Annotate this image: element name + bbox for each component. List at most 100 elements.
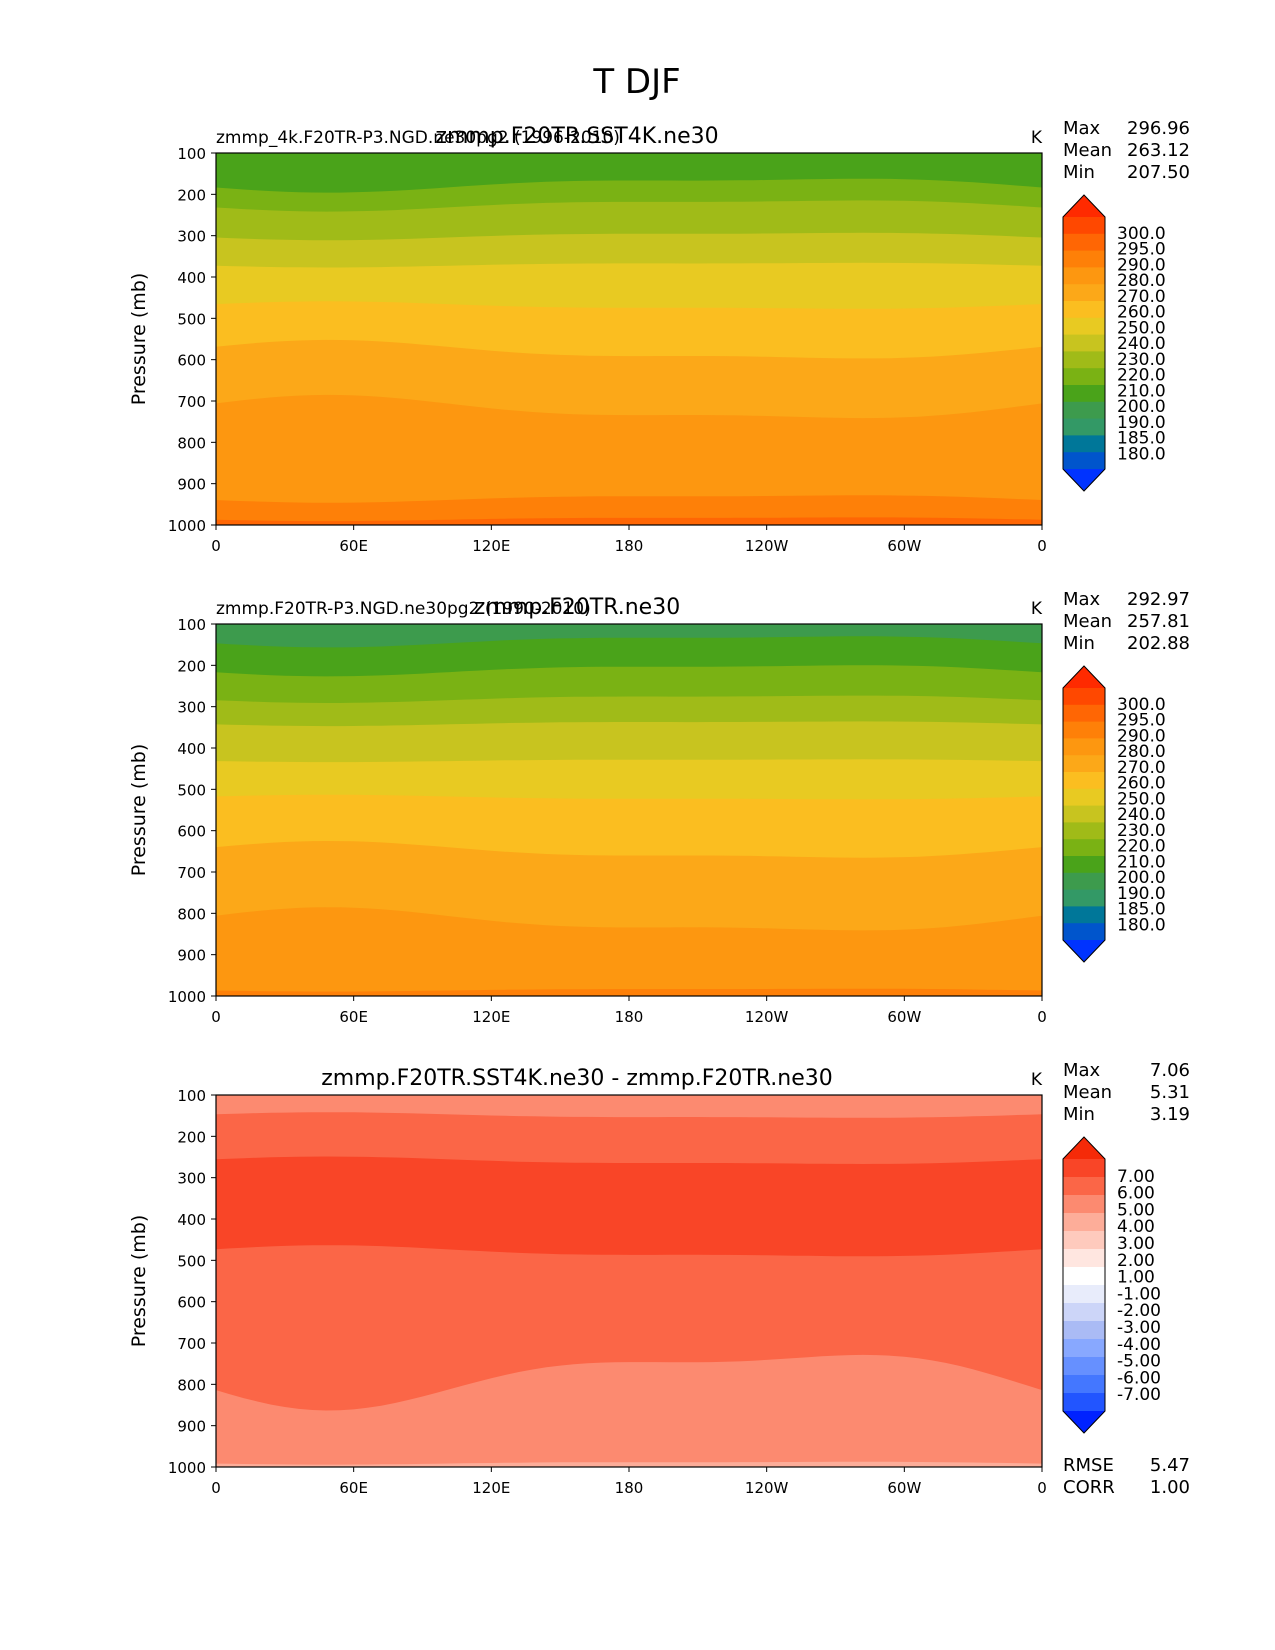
contour-band bbox=[216, 394, 1042, 525]
contour-field bbox=[216, 624, 1042, 996]
colorbar-label: -3.00 bbox=[1117, 1318, 1161, 1338]
colorbar: 7.006.005.004.003.002.001.00-1.00-2.00-3… bbox=[1062, 1136, 1161, 1434]
colorbar-label: 300.0 bbox=[1117, 224, 1166, 244]
y-tick-label: 500 bbox=[177, 781, 206, 799]
stat-value: 7.06 bbox=[1150, 1060, 1190, 1081]
colorbar-segment bbox=[1063, 1393, 1105, 1412]
y-tick-label: 200 bbox=[177, 657, 206, 675]
panel-reference: zmmp.F20TR.ne30zmmp.F20TR-P3.NGD.ne30pg2… bbox=[128, 589, 1190, 1026]
colorbar-label: 240.0 bbox=[1117, 805, 1166, 825]
y-tick-label: 900 bbox=[177, 947, 206, 965]
x-tick-label: 60E bbox=[339, 537, 368, 555]
colorbar-outline bbox=[1062, 194, 1106, 492]
y-tick-label: 600 bbox=[177, 823, 206, 841]
colorbar-label: 210.0 bbox=[1117, 852, 1166, 872]
stat-value: 292.97 bbox=[1127, 589, 1190, 610]
colorbar-segment bbox=[1063, 772, 1105, 790]
y-axis-label: Pressure (mb) bbox=[128, 744, 150, 877]
colorbar-label: 260.0 bbox=[1117, 774, 1166, 794]
colorbar-label: 260.0 bbox=[1117, 303, 1166, 323]
x-tick-label: 120W bbox=[745, 1479, 789, 1497]
colorbar-segment bbox=[1063, 452, 1105, 470]
colorbar-arrow-top bbox=[1063, 1137, 1105, 1159]
x-tick-label: 60W bbox=[887, 1008, 921, 1026]
colorbar-segment bbox=[1063, 822, 1105, 840]
colorbar-segment bbox=[1063, 217, 1105, 235]
x-tick-label: 120W bbox=[745, 1008, 789, 1026]
colorbar-label: 250.0 bbox=[1117, 789, 1166, 809]
colorbar-outline bbox=[1062, 665, 1106, 963]
colorbar-segment bbox=[1063, 1303, 1105, 1322]
colorbar-segment bbox=[1063, 368, 1105, 386]
colorbar-segment bbox=[1063, 1177, 1105, 1196]
colorbar-label: -1.00 bbox=[1117, 1284, 1161, 1304]
contour-band bbox=[216, 517, 1042, 525]
colorbar-label: -4.00 bbox=[1117, 1335, 1161, 1355]
y-tick-label: 700 bbox=[177, 864, 206, 882]
colorbar-label: 290.0 bbox=[1117, 255, 1166, 275]
y-tick-label: 400 bbox=[177, 269, 206, 287]
colorbar-label: 230.0 bbox=[1117, 350, 1166, 370]
colorbar-outline bbox=[1062, 1136, 1106, 1434]
figure-title: T DJF bbox=[592, 62, 680, 102]
colorbar-segment bbox=[1063, 721, 1105, 739]
colorbar-label: 185.0 bbox=[1117, 900, 1166, 920]
contour-field bbox=[216, 1095, 1042, 1467]
x-tick-label: 60E bbox=[339, 1479, 368, 1497]
panel-title: zmmp.F20TR.ne30 bbox=[474, 595, 680, 620]
stat-value: 5.31 bbox=[1150, 1082, 1190, 1103]
stat-value: 5.47 bbox=[1150, 1455, 1190, 1476]
panel-subtitle: zmmp.F20TR-P3.NGD.ne30pg2 (1990-2010) bbox=[216, 599, 591, 619]
colorbar-segment bbox=[1063, 1267, 1105, 1286]
colorbar-label: 2.00 bbox=[1117, 1251, 1155, 1271]
colorbar-arrow-bottom bbox=[1063, 940, 1105, 962]
y-tick-label: 800 bbox=[177, 905, 206, 923]
colorbar-label: 220.0 bbox=[1117, 837, 1166, 857]
colorbar-segment bbox=[1063, 704, 1105, 723]
stat-label: Max bbox=[1063, 589, 1101, 610]
stat-label: Mean bbox=[1063, 140, 1112, 161]
y-tick-label: 500 bbox=[177, 1252, 206, 1270]
x-tick-label: 60W bbox=[887, 537, 921, 555]
colorbar-segment bbox=[1063, 1231, 1105, 1250]
colorbar-label: 280.0 bbox=[1117, 742, 1166, 762]
contour-field bbox=[216, 153, 1042, 525]
x-tick-label: 60E bbox=[339, 1008, 368, 1026]
x-tick-label: 120E bbox=[472, 1008, 510, 1026]
y-tick-label: 100 bbox=[177, 1087, 206, 1105]
x-tick-label: 60W bbox=[887, 1479, 921, 1497]
y-tick-label: 900 bbox=[177, 476, 206, 494]
colorbar-segment bbox=[1063, 889, 1105, 907]
x-tick-label: 120E bbox=[472, 537, 510, 555]
y-tick-label: 300 bbox=[177, 228, 206, 246]
colorbar-label: 180.0 bbox=[1117, 444, 1166, 464]
units-label: K bbox=[1031, 128, 1043, 148]
stat-value: 3.19 bbox=[1150, 1104, 1190, 1125]
y-tick-label: 400 bbox=[177, 740, 206, 758]
colorbar-segment bbox=[1063, 317, 1105, 336]
x-tick-label: 0 bbox=[211, 1008, 221, 1026]
stat-label: RMSE bbox=[1063, 1455, 1114, 1476]
colorbar-arrow-top bbox=[1063, 195, 1105, 217]
colorbar-label: 300.0 bbox=[1117, 695, 1166, 715]
stat-label: Mean bbox=[1063, 1082, 1112, 1103]
colorbar-label: -7.00 bbox=[1117, 1385, 1161, 1405]
y-tick-label: 200 bbox=[177, 1128, 206, 1146]
colorbar-segment bbox=[1063, 267, 1105, 285]
panel-subtitle: zmmp_4k.F20TR-P3.NGD.ne30pg2 (1996-2010) bbox=[216, 128, 620, 148]
colorbar-label: -6.00 bbox=[1117, 1368, 1161, 1388]
units-label: K bbox=[1031, 1070, 1043, 1090]
x-tick-label: 120W bbox=[745, 537, 789, 555]
y-tick-label: 100 bbox=[177, 145, 206, 163]
colorbar-arrow-bottom bbox=[1063, 1411, 1105, 1433]
colorbar-label: 295.0 bbox=[1117, 711, 1166, 731]
colorbar-segment bbox=[1063, 1375, 1105, 1394]
y-tick-label: 600 bbox=[177, 1294, 206, 1312]
colorbar-segment bbox=[1063, 872, 1105, 891]
colorbar-label: 270.0 bbox=[1117, 758, 1166, 778]
colorbar-segment bbox=[1063, 688, 1105, 706]
colorbar-label: 190.0 bbox=[1117, 884, 1166, 904]
y-tick-label: 1000 bbox=[168, 1459, 206, 1477]
colorbar: 300.0295.0290.0280.0270.0260.0250.0240.0… bbox=[1062, 665, 1166, 963]
